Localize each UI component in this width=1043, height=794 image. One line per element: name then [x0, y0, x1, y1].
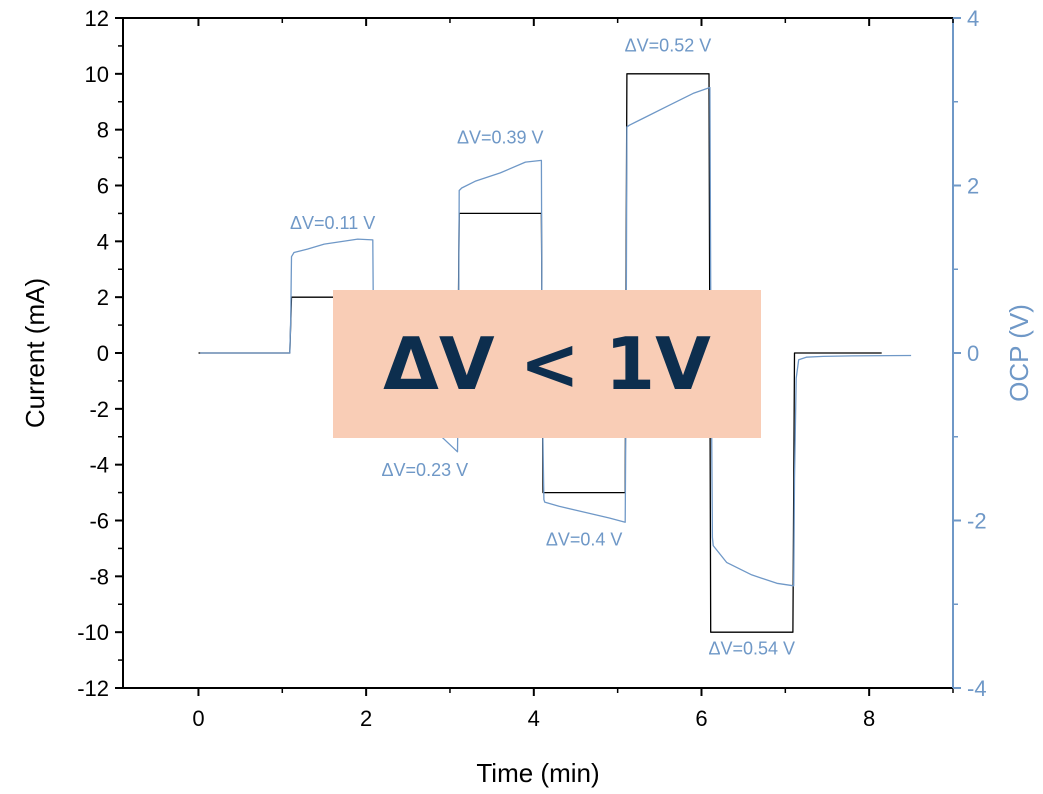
delta-v-label: ΔV=0.39 V	[457, 128, 544, 148]
delta-v-label: ΔV=0.11 V	[290, 213, 375, 233]
callout-text: ΔV < 1V	[383, 322, 711, 406]
x-tick-label: 4	[528, 706, 540, 731]
y-tick-label: 4	[97, 229, 109, 254]
y2-tick-label: -4	[967, 676, 987, 701]
y-tick-label: -10	[77, 620, 109, 645]
delta-v-label: ΔV=0.52 V	[625, 36, 712, 56]
y-tick-label: 8	[97, 118, 109, 143]
x-axis-title: Time (min)	[476, 758, 599, 788]
delta-v-label: ΔV=0.54 V	[708, 639, 795, 659]
y-tick-label: 6	[97, 174, 109, 199]
y2-axis-title: OCP (V)	[1004, 304, 1034, 402]
x-tick-label: 8	[863, 706, 875, 731]
y2-tick-label: -2	[967, 509, 987, 534]
y-tick-label: -4	[89, 453, 109, 478]
x-tick-label: 2	[360, 706, 372, 731]
y-tick-label: -8	[89, 564, 109, 589]
y2-tick-label: 4	[967, 6, 979, 31]
y-tick-label: -6	[89, 509, 109, 534]
y-tick-label: 2	[97, 285, 109, 310]
y-axis-title: Current (mA)	[20, 278, 50, 428]
y-tick-label: 0	[97, 341, 109, 366]
y-tick-label: 10	[85, 62, 109, 87]
y-tick-label: -12	[77, 676, 109, 701]
y2-tick-label: 0	[967, 341, 979, 366]
callout-box: ΔV < 1V	[333, 290, 761, 438]
x-tick-label: 0	[192, 706, 204, 731]
delta-v-label: ΔV=0.23 V	[382, 460, 469, 480]
ocp-line	[200, 86, 912, 587]
delta-v-label: ΔV=0.4 V	[546, 530, 623, 550]
y-tick-label: -2	[89, 397, 109, 422]
y2-tick-label: 2	[967, 174, 979, 199]
x-tick-label: 6	[695, 706, 707, 731]
y-tick-label: 12	[85, 6, 109, 31]
